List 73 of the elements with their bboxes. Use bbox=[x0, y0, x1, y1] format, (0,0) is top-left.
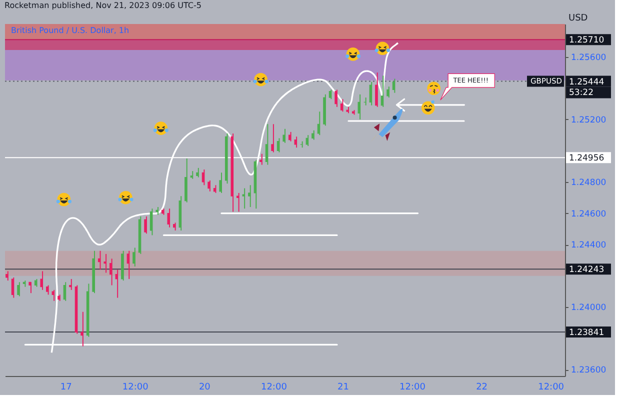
candlestick bbox=[115, 269, 118, 298]
x-tick-label: 22 bbox=[476, 382, 488, 392]
candlestick bbox=[248, 184, 251, 208]
candlestick bbox=[121, 250, 124, 282]
candlestick bbox=[276, 138, 280, 153]
candlestick bbox=[167, 208, 170, 228]
candlestick bbox=[375, 72, 378, 108]
candlestick bbox=[80, 311, 84, 347]
candlestick bbox=[288, 131, 292, 142]
candlestick bbox=[52, 289, 55, 302]
candlestick bbox=[260, 153, 262, 166]
candlestick bbox=[196, 167, 199, 178]
candlestick bbox=[69, 278, 72, 290]
candlestick bbox=[271, 124, 274, 153]
candlestick bbox=[104, 253, 107, 274]
x-tick-label: 12:00 bbox=[538, 382, 564, 392]
ref-line-label: 1.23841 bbox=[569, 328, 604, 338]
candlestick bbox=[208, 180, 210, 192]
candlestick bbox=[386, 86, 390, 98]
candlestick bbox=[328, 89, 332, 100]
y-tick-label: 1.25200 bbox=[571, 115, 606, 126]
y-tick-label: 1.24600 bbox=[571, 209, 606, 220]
candlestick bbox=[6, 270, 8, 282]
x-tick-label: 12:00 bbox=[400, 382, 426, 392]
x-tick-label: 12:00 bbox=[260, 382, 288, 392]
y-tick-label: 1.23600 bbox=[571, 366, 606, 376]
candlestick bbox=[306, 134, 309, 147]
x-tick-label: 21 bbox=[338, 382, 349, 392]
candlestick bbox=[126, 250, 130, 280]
candlestick bbox=[323, 94, 326, 126]
candlestick bbox=[219, 172, 222, 194]
candlestick bbox=[11, 276, 14, 298]
y-tick-label: 1.24800 bbox=[571, 178, 606, 188]
ref-line-label: 1.24243 bbox=[569, 265, 604, 276]
candlestick bbox=[17, 282, 20, 297]
candlestick bbox=[380, 75, 384, 108]
candlestick bbox=[150, 208, 153, 236]
candlestick bbox=[294, 136, 298, 148]
y-tick-label: 1.24400 bbox=[571, 240, 606, 251]
candlestick bbox=[265, 124, 268, 166]
candlestick bbox=[392, 78, 396, 94]
candlestick bbox=[317, 111, 320, 136]
candlestick bbox=[282, 128, 286, 144]
candlestick bbox=[202, 168, 205, 186]
chart-title: British Pound / U.S. Dollar, 1h bbox=[11, 26, 130, 35]
candlestick bbox=[132, 247, 136, 267]
ref-line-label: 1.25710 bbox=[569, 36, 604, 46]
candlestick bbox=[28, 282, 32, 294]
ref-line-label: 1.25444 bbox=[569, 77, 604, 88]
candlestick bbox=[242, 188, 246, 210]
candlestick bbox=[46, 284, 49, 296]
candlestick bbox=[369, 81, 372, 106]
candlestick bbox=[334, 89, 338, 108]
x-tick-label: 12:00 bbox=[122, 382, 149, 392]
y-tick-label: 1.25600 bbox=[571, 52, 606, 63]
x-tick-label: 17 bbox=[60, 382, 72, 392]
candlestick bbox=[144, 216, 147, 234]
y-axis-title: USD bbox=[568, 14, 588, 24]
ref-line-label: 1.24956 bbox=[569, 154, 604, 164]
candlestick bbox=[110, 258, 112, 286]
candlestick bbox=[236, 192, 240, 212]
chart-subtitle: Rocketman published, Nov 21, 2023 09:06 UTC-5 bbox=[4, 1, 202, 10]
candlestick bbox=[184, 158, 188, 203]
candlestick bbox=[63, 282, 66, 302]
candlestick bbox=[224, 133, 228, 184]
y-tick-label: 1.24000 bbox=[571, 303, 606, 314]
candlestick bbox=[312, 130, 314, 140]
candlestick bbox=[40, 270, 44, 290]
candlestick bbox=[358, 94, 361, 120]
x-tick-label: 20 bbox=[198, 382, 211, 392]
text: 53:22 bbox=[569, 88, 594, 98]
candlestick bbox=[340, 98, 344, 112]
candlestick bbox=[98, 250, 101, 270]
